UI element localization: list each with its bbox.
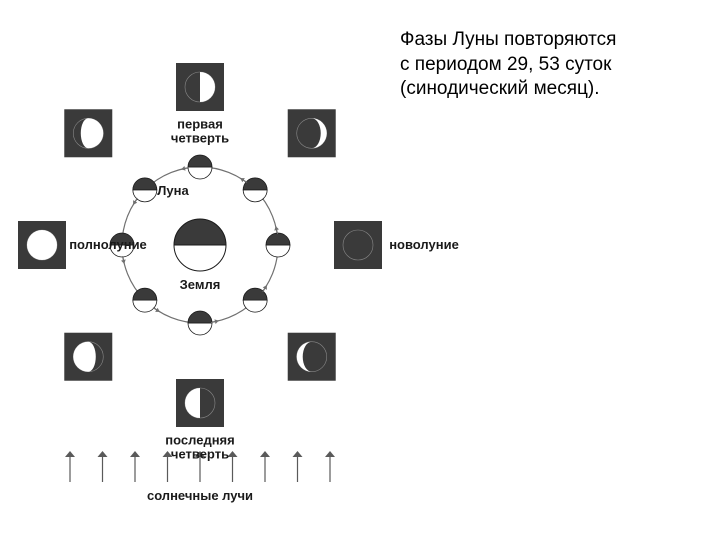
moon-orbit-position [133,300,157,312]
sun-ray-head [260,451,270,457]
phase-tile [176,63,224,111]
caption-text: Фазы Луны повторяются с периодом 29, 53 … [400,28,616,102]
moon-orbit-position [188,167,212,179]
moon-orbit-position [133,178,157,190]
diagram-label: новолуние [389,238,459,252]
diagram-label: Луна [157,184,188,198]
page-canvas: Фазы Луны повторяются с периодом 29, 53 … [0,0,720,540]
phase-tile [18,221,66,269]
diagram-label: первая четверть [171,117,229,144]
sun-ray-head [98,451,108,457]
sun-ray-head [65,451,75,457]
earth-lit-half [174,245,226,271]
sun-ray-head [325,451,335,457]
phase-tile [64,333,112,381]
orbit-arrowhead [121,259,126,263]
phase-tile [288,333,336,381]
diagram-label: полнолуние [69,238,147,252]
sun-ray-head [293,451,303,457]
phase-tile [334,221,382,269]
orbit-arrowhead [181,166,185,171]
diagram-label: солнечные лучи [147,489,253,503]
phase-disc [343,230,373,260]
orbit-arrowhead [274,226,279,230]
diagram-svg [10,30,390,500]
moon-orbit-position [266,245,290,257]
earth-dark-half [174,219,226,245]
sun-ray-head [130,451,140,457]
diagram-label: последняя четверть [165,433,234,460]
phase-tile [176,379,224,427]
orbit-arrowhead [214,319,218,324]
phase-lit [27,230,57,260]
moon-phase-diagram: ЗемляЛунаполнолуниепервая четвертьноволу… [10,30,390,500]
phase-tile [288,109,336,157]
moon-orbit-position [188,155,212,167]
moon-orbit-position [188,311,212,323]
moon-orbit-position [243,178,267,190]
diagram-label: Земля [180,278,221,292]
moon-orbit-position [266,233,290,245]
moon-orbit-position [243,300,267,312]
moon-orbit-position [188,323,212,335]
phase-tile [64,109,112,157]
